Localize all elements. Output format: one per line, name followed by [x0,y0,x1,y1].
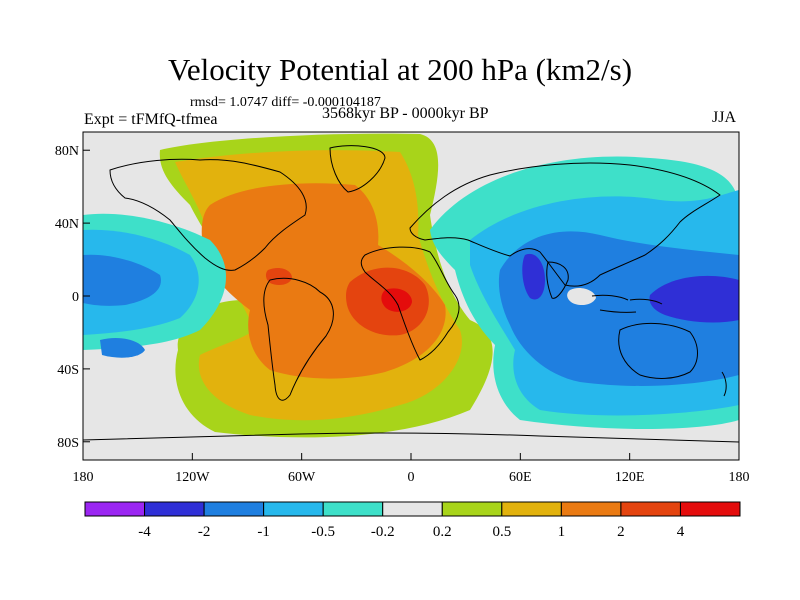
colorbar-box-0 [84,501,146,517]
colorbar-label-4: -0.2 [371,524,395,540]
contour-fill-2-4-small [265,267,292,286]
period-label: 3568kyr BP - 0000kyr BP [322,105,489,122]
chart-title: Velocity Potential at 200 hPa (km2/s) [167,52,633,87]
x-tick-label-2: 60W [288,470,316,485]
season-label: JJA [712,109,737,126]
y-axis: 80N 40N 0 40S 80S [55,144,90,451]
south-america-outline [263,277,334,401]
colorbar-label-9: 4 [677,524,685,540]
x-axis: 180 120W 60W 0 60E 120E 180 [73,453,750,485]
x-tick-label-1: 120W [175,470,210,485]
x-tick-label-4: 60E [509,470,532,485]
y-tick-label-3: 40S [57,363,79,378]
colorbar-box-5 [382,501,443,517]
colorbar-label-8: 2 [617,524,625,540]
contour-fill-neg1-neg2-pacific-tail [100,338,145,358]
colorbar-label-7: 1 [558,524,566,540]
contour-fill-gt-4 [381,288,412,312]
x-tick-label-0: 180 [73,470,94,485]
colorbar-label-2: -1 [257,524,270,540]
colorbar-label-3: -0.5 [311,524,335,540]
colorbar-box-10 [679,501,741,517]
colorbar-box-9 [620,501,681,517]
colorbar-label-1: -2 [198,524,211,540]
contour-fill-lt-neg2-arabian [522,253,545,300]
colorbar-box-8 [560,501,622,517]
colorbar-box-6 [441,501,503,517]
colorbar-label-0: -4 [138,524,151,540]
new-zealand-outline [721,371,727,397]
australia-outline [618,322,698,379]
greenland-outline [329,145,386,193]
colorbar: -4 -2 -1 -0.5 -0.2 0.2 0.5 1 2 4 [84,501,741,540]
north-america-outline [109,158,307,271]
colorbar-box-3 [263,501,324,517]
stats-label: rmsd= 1.0747 diff= -0.000104187 [190,95,381,110]
colorbar-label-6: 0.5 [492,524,511,540]
contour-fill-neg1-neg2-west [83,254,161,306]
coastlines [83,145,739,443]
colorbar-label-5: 0.2 [433,524,452,540]
map-plot-area [83,132,739,460]
contour-fill-near-zero-ring [567,287,596,306]
y-tick-label-0: 80N [55,144,79,159]
india-outline [546,261,569,299]
colorbar-box-7 [501,501,562,517]
colorbar-box-4 [322,501,384,517]
africa-outline [360,246,460,361]
x-tick-label-5: 120E [615,470,645,485]
y-tick-label-2: 0 [72,290,79,305]
y-tick-label-1: 40N [55,217,79,232]
colorbar-box-1 [144,501,205,517]
x-tick-label-3: 0 [408,470,415,485]
x-tick-label-6: 180 [729,470,750,485]
indonesia-outline [591,294,663,313]
y-tick-label-4: 80S [57,436,79,451]
contour-fill-lt-neg2-pacific [649,275,739,323]
antarctica-outline [83,432,739,443]
colorbar-box-2 [203,501,265,517]
contour-fill-neg1-neg2-east [498,231,739,386]
experiment-label: Expt = tFMfQ-tfmea [84,111,218,128]
eurasia-outline [409,162,721,287]
